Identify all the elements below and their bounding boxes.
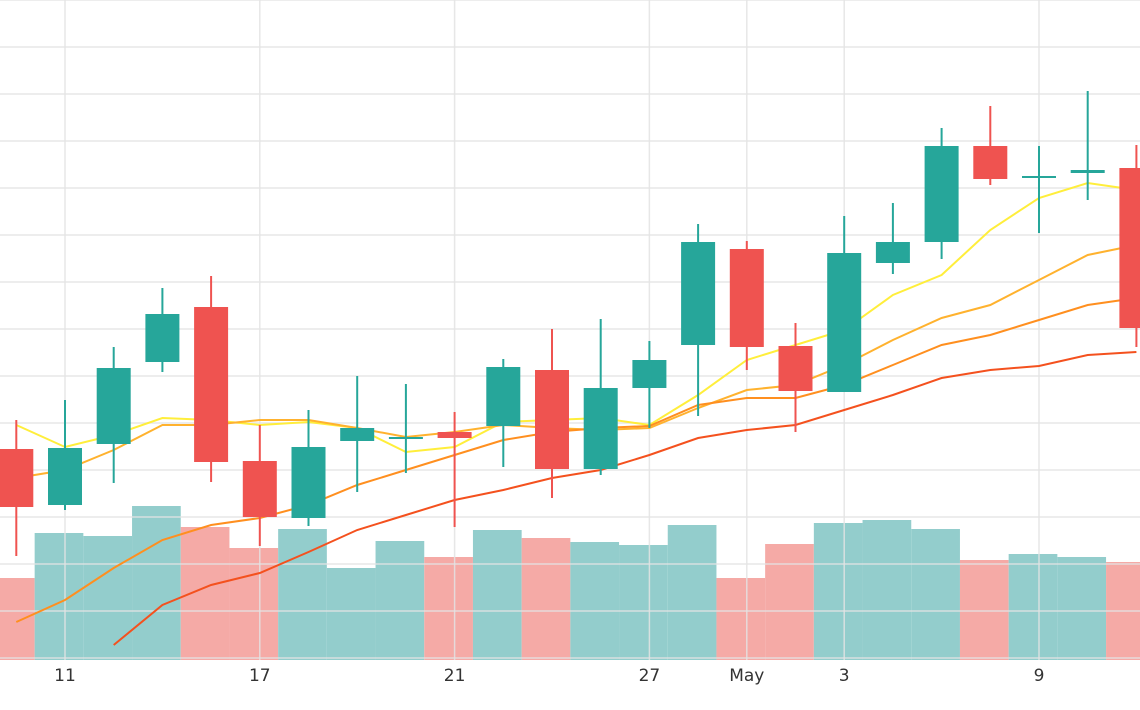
ma-line (15, 297, 1137, 623)
candle-body (583, 388, 618, 469)
candle-body (924, 146, 959, 242)
candle-body (96, 368, 131, 444)
volume-bar (229, 548, 279, 660)
volume-bar (1008, 554, 1058, 660)
x-tick-label: May (729, 666, 764, 686)
volume-bar (326, 568, 376, 660)
ma-line (113, 351, 1137, 646)
volume-bar (619, 545, 668, 660)
ma-line (16, 244, 1137, 479)
candle-body (827, 253, 862, 392)
candle-body (242, 461, 277, 517)
candle-body (681, 242, 716, 345)
volume-bar (667, 525, 717, 660)
x-tick-label: 27 (639, 666, 661, 686)
volume-bar (959, 560, 1009, 660)
x-tick-label: 21 (444, 666, 466, 686)
volume-bar (765, 544, 814, 660)
candle-body (535, 370, 569, 469)
volume-bar (83, 536, 133, 660)
candle-body (48, 448, 82, 505)
candle-body (437, 432, 472, 438)
candle-body (194, 307, 229, 462)
volume-bar (34, 533, 84, 660)
volume-bar (570, 542, 620, 660)
candle-body (875, 242, 910, 263)
candle-body (729, 249, 764, 347)
volume-bar (1057, 557, 1107, 660)
candle-body (486, 367, 521, 426)
volume-bar (424, 557, 473, 660)
volume-bar (813, 523, 863, 660)
volume-bar (472, 530, 522, 660)
candle-body (340, 428, 375, 441)
volume-bar (911, 529, 960, 660)
candle-body (388, 437, 423, 439)
x-tick-label: 9 (1034, 666, 1045, 686)
ma-line (15, 181, 1137, 454)
candle-body (145, 314, 180, 362)
volume-bar (862, 520, 912, 660)
volume-bar (375, 541, 425, 660)
x-tick-label: 17 (249, 666, 271, 686)
x-tick-label: 3 (839, 666, 850, 686)
candle-body (632, 360, 667, 388)
volume-bar (716, 578, 766, 660)
candle-body (1070, 170, 1105, 173)
volume-bar (278, 529, 327, 660)
x-tick-label: 11 (54, 666, 76, 686)
candle-body (291, 447, 326, 518)
candle-body (1119, 168, 1140, 328)
candle-body (0, 449, 34, 507)
candle-body (973, 146, 1008, 179)
candle-body (778, 346, 813, 391)
volume-bar (521, 538, 571, 660)
volume-bar (132, 506, 181, 660)
candle-body (1022, 176, 1056, 178)
volume-bar (0, 578, 35, 660)
